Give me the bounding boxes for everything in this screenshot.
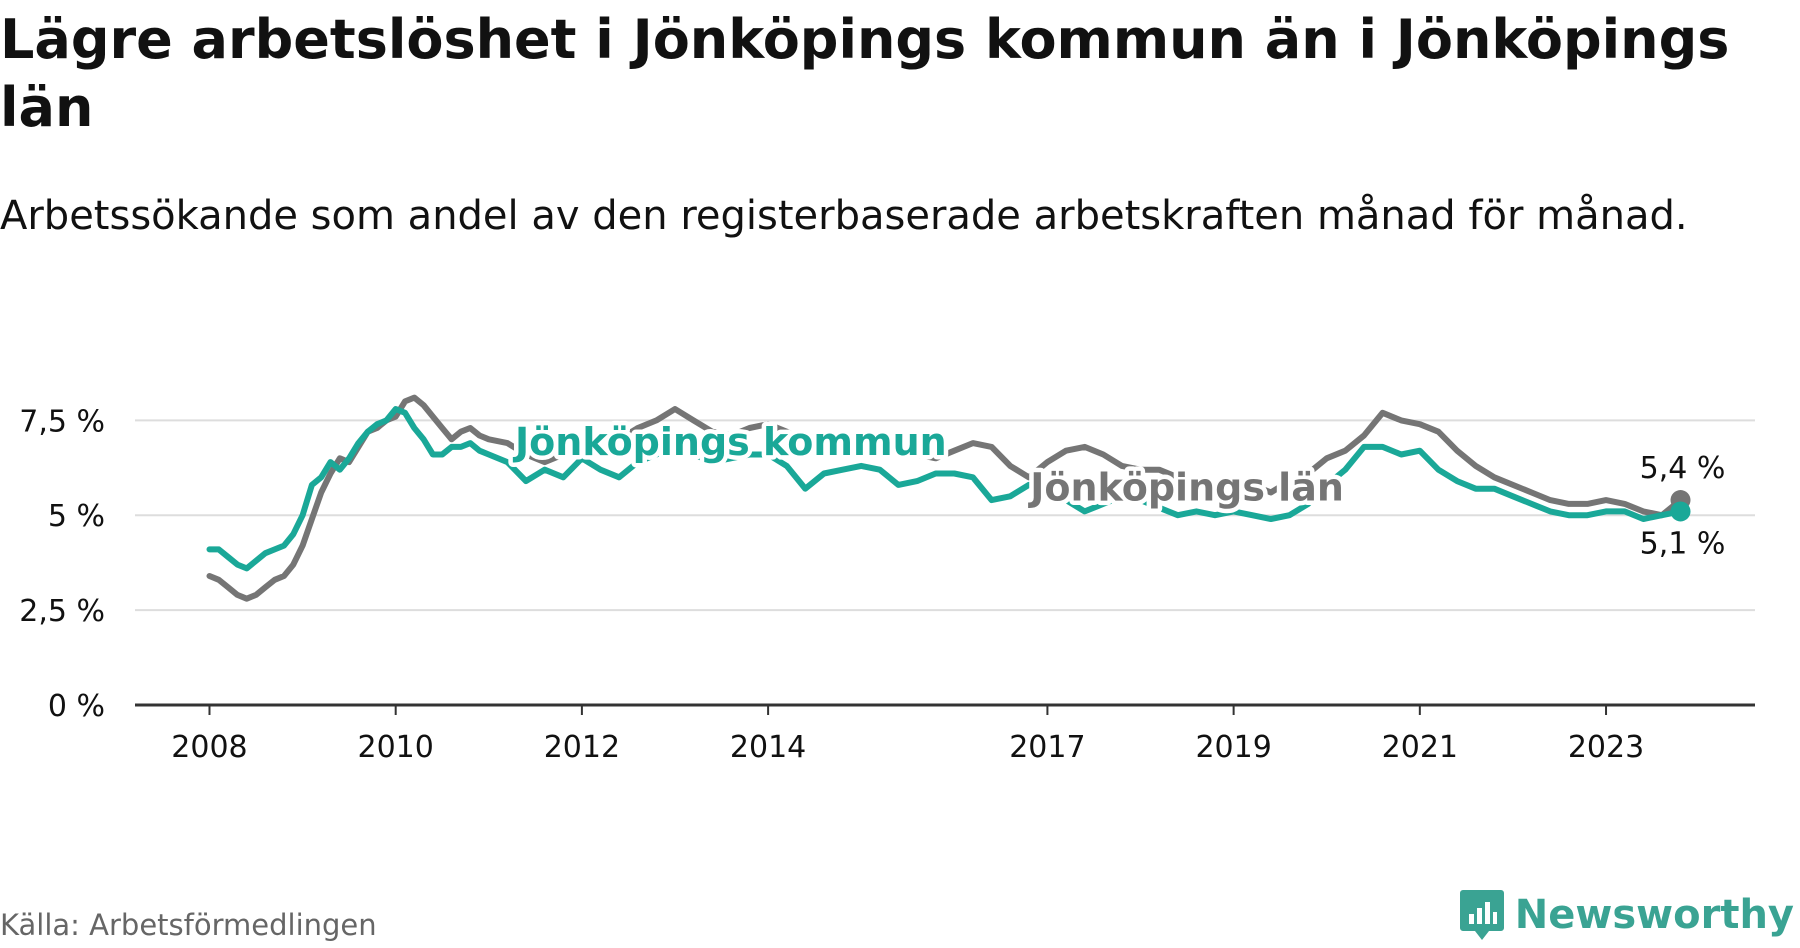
x-tick-label: 2023	[1568, 730, 1644, 765]
x-tick-label: 2012	[544, 730, 620, 765]
series-label-lan: Jönköpings län	[1027, 466, 1344, 510]
end-label-lan: 5,4 %	[1640, 451, 1726, 486]
y-tick-label: 5 %	[48, 499, 105, 534]
chart-title: Lägre arbetslöshet i Jönköpings kommun ä…	[0, 8, 1730, 139]
y-tick-label: 0 %	[48, 689, 105, 724]
x-tick-label: 2021	[1382, 730, 1458, 765]
x-tick-label: 2019	[1195, 730, 1271, 765]
end-point-kommun	[1670, 501, 1691, 522]
end-label-kommun: 5,1 %	[1640, 526, 1726, 561]
series-line-kommun	[206, 406, 1684, 572]
series-label-kommun: Jönköpings kommun	[512, 420, 947, 464]
y-tick-label: 7,5 %	[19, 404, 105, 439]
x-tick-label: 2008	[171, 730, 247, 765]
x-tick-label: 2017	[1009, 730, 1085, 765]
chart-subtitle: Arbetssökande som andel av den registerb…	[0, 193, 1688, 239]
source-note: Källa: Arbetsförmedlingen	[0, 908, 377, 942]
x-tick-label: 2010	[358, 730, 434, 765]
x-tick-label: 2014	[730, 730, 806, 765]
brand-name: Newsworthy	[1514, 892, 1794, 938]
brand: Newsworthy	[1459, 888, 1794, 942]
y-tick-label: 2,5 %	[19, 594, 105, 629]
newsworthy-logo-icon	[1459, 890, 1504, 940]
line-chart: 0 % 2,5 % 5 % 7,5 % 2008 2010 2012 2014 2017 2019…	[19, 394, 1755, 765]
